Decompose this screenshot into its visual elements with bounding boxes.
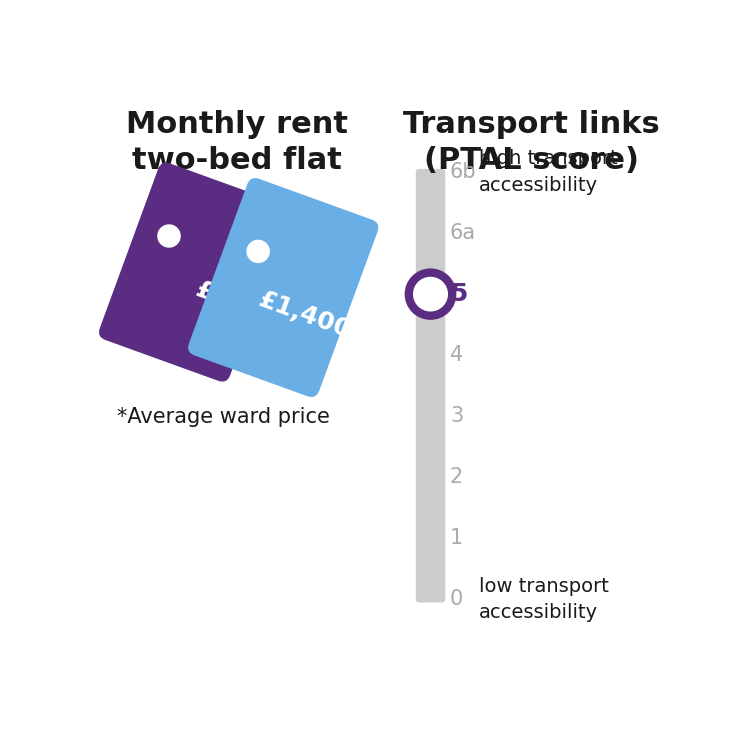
Text: £1,650: £1,650	[192, 278, 291, 333]
Text: 4: 4	[450, 345, 463, 365]
Text: *Average ward price: *Average ward price	[117, 407, 329, 427]
FancyBboxPatch shape	[99, 163, 289, 382]
Text: Transport links
(PTAL score): Transport links (PTAL score)	[403, 111, 660, 176]
FancyBboxPatch shape	[416, 169, 445, 603]
Text: 5: 5	[450, 282, 468, 306]
Text: low transport
accessibility: low transport accessibility	[480, 577, 610, 622]
Circle shape	[247, 241, 269, 262]
Text: Monthly rent
two-bed flat: Monthly rent two-bed flat	[125, 111, 348, 176]
Text: 3: 3	[450, 406, 463, 427]
Text: 2: 2	[450, 468, 463, 487]
Text: high transport
accessibility: high transport accessibility	[480, 149, 618, 195]
FancyBboxPatch shape	[188, 178, 379, 397]
Text: £1,400*: £1,400*	[255, 287, 366, 347]
Circle shape	[158, 225, 180, 247]
Text: 6b: 6b	[450, 162, 477, 182]
Text: 0: 0	[450, 589, 463, 610]
Text: 6a: 6a	[450, 223, 476, 243]
Circle shape	[409, 273, 452, 316]
Text: 1: 1	[450, 528, 463, 548]
